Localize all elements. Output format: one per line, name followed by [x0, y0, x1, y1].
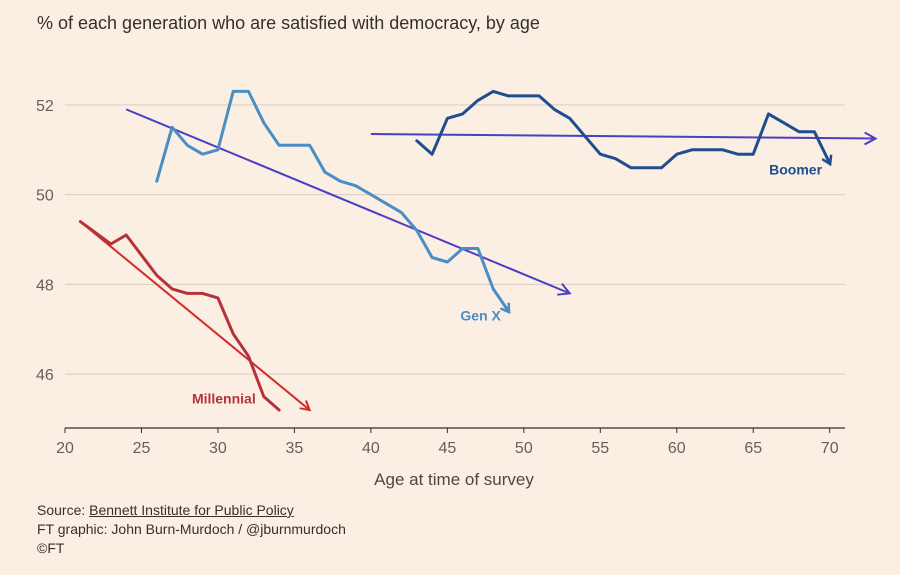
axes: 46 48 50 52 20 25 30 35 40 45 50 55 60 65 70 — [36, 98, 845, 457]
series-lines — [78, 89, 830, 412]
series-label-boomer: Boomer — [769, 161, 822, 177]
x-tick-label: 70 — [821, 440, 839, 457]
trend-arrow-2 — [370, 134, 876, 138]
gridlines — [65, 104, 845, 375]
copyright: ©FT — [37, 540, 65, 556]
series-line-millennial — [78, 220, 281, 412]
x-tick-label: 45 — [438, 440, 456, 457]
chart: 46 48 50 52 20 25 30 35 40 45 50 55 60 65 70 Millennia… — [36, 89, 900, 489]
x-tick-label: 60 — [668, 440, 686, 457]
x-tick-label: 50 — [515, 440, 533, 457]
y-tick-label: 46 — [36, 367, 54, 384]
trend-arrows — [79, 108, 876, 410]
series-labels: Millennial Gen X Boomer — [192, 161, 823, 406]
x-tick-label: 40 — [362, 440, 380, 457]
x-tick-label: 55 — [591, 440, 609, 457]
x-tick-label: 30 — [209, 440, 227, 457]
footer: Source: Bennett Institute for Public Pol… — [37, 501, 346, 558]
source-prefix: Source: — [37, 502, 90, 518]
series-label-gen-x: Gen X — [460, 307, 501, 323]
trend-arrow-0 — [79, 220, 309, 410]
y-tick-label: 48 — [36, 277, 54, 294]
series-line-boomer — [415, 89, 830, 170]
x-tick-label: 35 — [286, 440, 304, 457]
x-tick-label: 25 — [133, 440, 151, 457]
source-line: Source: Bennett Institute for Public Pol… — [37, 501, 346, 520]
series-label-millennial: Millennial — [192, 390, 256, 406]
y-tick-label: 50 — [36, 188, 54, 205]
x-tick-label: 65 — [744, 440, 762, 457]
trend-arrow-1 — [125, 108, 570, 293]
x-tick-label: 20 — [56, 440, 74, 457]
y-tick-label: 52 — [36, 98, 54, 115]
series-line-gen-x — [155, 89, 509, 311]
credit-line: FT graphic: John Burn-Murdoch / @jburnmu… — [37, 521, 346, 537]
chart-title: % of each generation who are satisfied w… — [37, 13, 540, 33]
source-link[interactable]: Bennett Institute for Public Policy — [89, 502, 294, 518]
x-axis-label: Age at time of survey — [374, 470, 534, 489]
